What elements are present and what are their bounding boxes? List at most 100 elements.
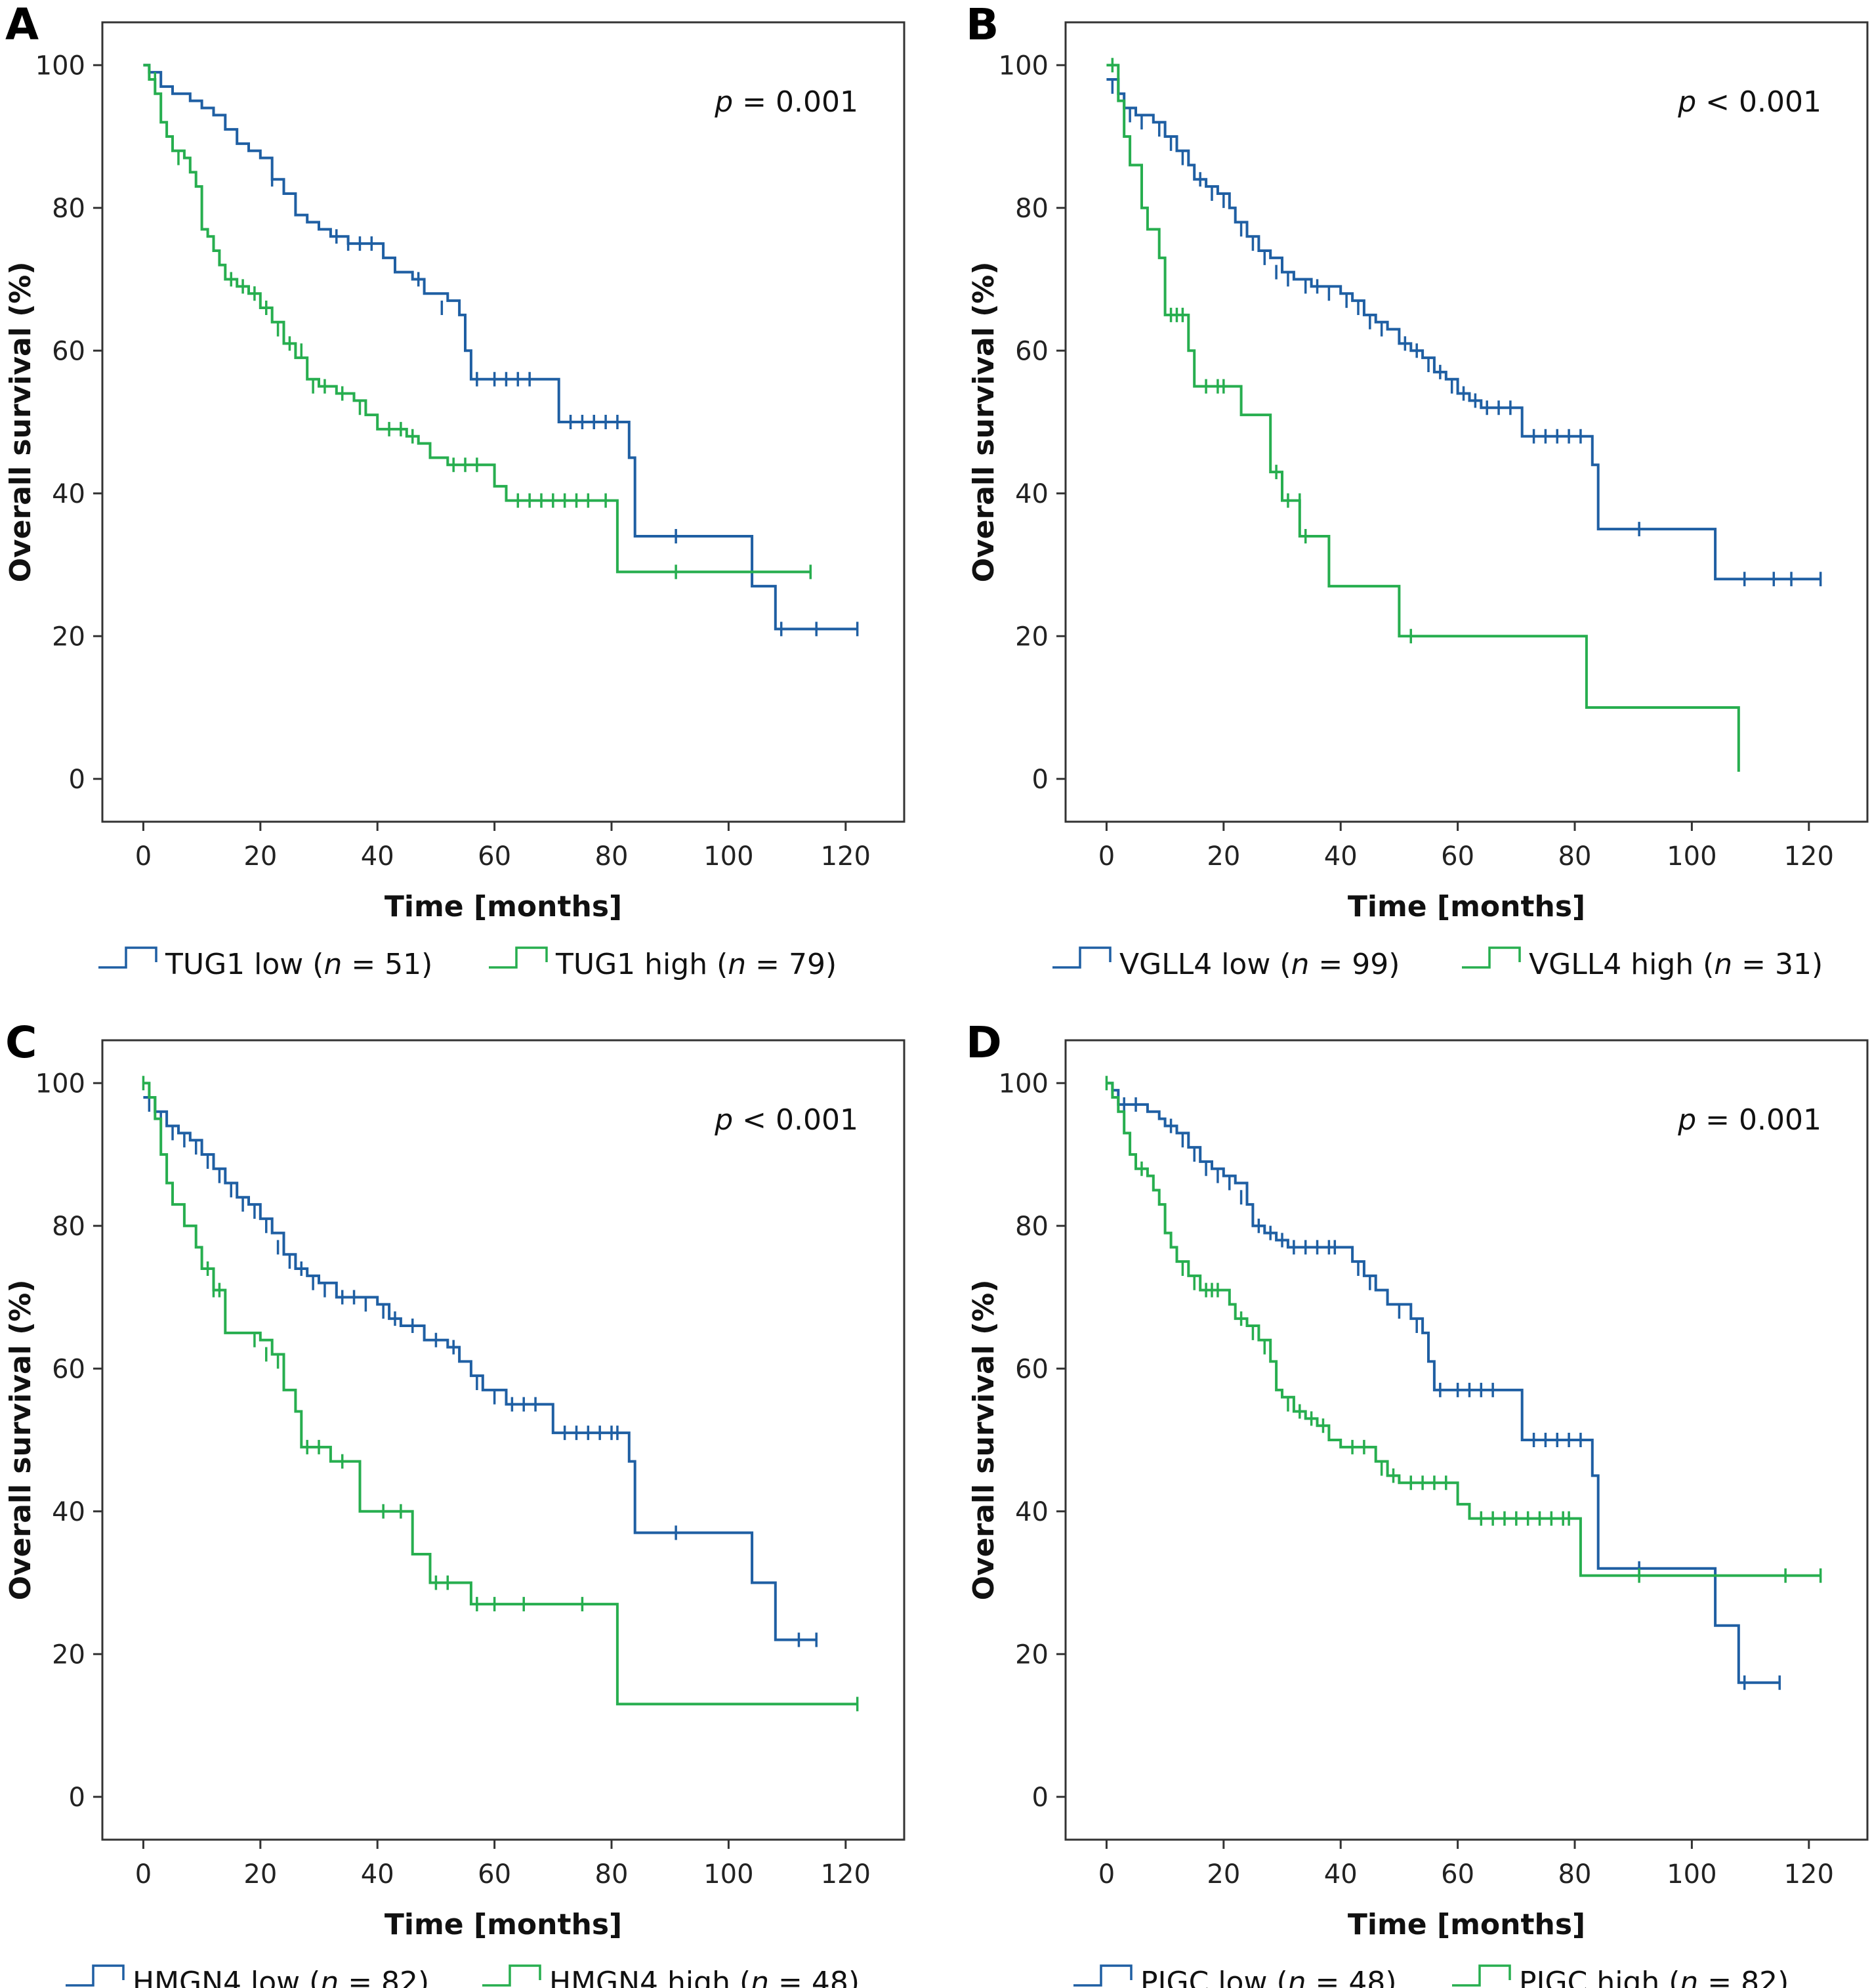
survival-curve-low — [143, 64, 858, 631]
y-tick-label: 100 — [999, 1068, 1049, 1099]
y-tick-label: 0 — [69, 765, 85, 795]
legend-series-name: HMGN4 high — [549, 1966, 730, 1988]
y-tick-label: 40 — [1015, 479, 1049, 509]
y-tick-label: 40 — [1015, 1497, 1049, 1527]
legend-step-icon — [482, 1964, 541, 1987]
x-tick-label: 60 — [478, 841, 511, 872]
p-value-annotation: p = 0.001 — [714, 85, 858, 119]
x-tick-label: 120 — [821, 841, 871, 872]
x-tick-label: 60 — [1441, 1859, 1474, 1890]
legend-n-symbol: n — [320, 1966, 339, 1988]
legend-n-value: = 82 — [339, 1966, 418, 1988]
legend-n-value: = 51 — [342, 948, 421, 981]
y-tick-label: 100 — [999, 51, 1049, 81]
legend-step-icon — [1452, 1964, 1511, 1987]
p-symbol: p — [1677, 1103, 1696, 1137]
y-tick-label: 100 — [35, 51, 85, 81]
plot-frame — [1064, 21, 1869, 823]
legend-n-value: = 31 — [1732, 948, 1812, 981]
legend-step-icon — [98, 946, 157, 969]
x-tick-label: 60 — [478, 1859, 511, 1890]
legend-n-symbol: n — [1291, 948, 1310, 981]
legend-series-name: HMGN4 low — [133, 1966, 300, 1988]
series-high — [1105, 1076, 1822, 1583]
legend-item-low: PIGC low (n = 48) — [1073, 1964, 1397, 1988]
x-tick-label: 20 — [243, 1859, 277, 1890]
panel-letter: C — [5, 1017, 37, 1068]
y-tick-label: 0 — [69, 1783, 85, 1813]
x-axis-label: Time [months] — [385, 890, 622, 923]
x-tick-label: 100 — [1667, 841, 1716, 872]
legend-series-name: TUG1 high — [555, 948, 707, 981]
legend-n-symbol: n — [1288, 1966, 1306, 1988]
legend-step-icon — [66, 1964, 125, 1987]
x-tick-label: 100 — [1667, 1859, 1716, 1890]
legend-open-paren: ( — [707, 948, 728, 981]
panel-c: C 0 20 40 60 80 100 120 0 20 40 60 80 100 Time [months… — [4, 1017, 905, 1988]
legend-close-paren: ) — [421, 948, 432, 981]
y-tick-label: 80 — [52, 1212, 85, 1242]
legend-n-value: = 48 — [769, 1966, 848, 1988]
y-tick-label: 100 — [35, 1068, 85, 1099]
x-tick-label: 0 — [135, 1859, 152, 1890]
legend-label: HMGN4 low (n = 82) — [133, 1966, 429, 1988]
p-symbol: p — [1677, 85, 1696, 119]
survival-curve-low — [1106, 1082, 1780, 1684]
y-tick-label: 60 — [52, 1354, 85, 1384]
legend-close-paren: ) — [848, 1966, 860, 1988]
legend-step-icon — [1462, 946, 1521, 969]
x-tick-label: 0 — [1098, 1859, 1115, 1890]
panel-b: B 0 20 40 60 80 100 120 0 20 40 60 80 100 Time [months… — [966, 0, 1869, 981]
legend-label: PIGC low (n = 48) — [1140, 1966, 1397, 1988]
legend-close-paren: ) — [1385, 1966, 1396, 1988]
legend-open-paren: ( — [1267, 1966, 1287, 1988]
y-axis-label: Overall survival (%) — [4, 1280, 37, 1601]
legend-open-paren: ( — [1694, 948, 1714, 981]
x-tick-label: 20 — [1207, 1859, 1240, 1890]
legend-open-paren: ( — [1270, 948, 1291, 981]
x-tick-label: 40 — [361, 1859, 394, 1890]
survival-curve-high — [1106, 1082, 1821, 1577]
legend-n-value: = 99 — [1309, 948, 1388, 981]
legend-label: TUG1 low (n = 51) — [165, 948, 432, 981]
y-tick-label: 80 — [1015, 1212, 1049, 1242]
survival-curve-high — [1106, 64, 1740, 772]
series-high — [142, 1076, 859, 1712]
panel-letter: A — [5, 0, 39, 50]
x-tick-label: 100 — [703, 1859, 753, 1890]
panel-letter: B — [966, 0, 999, 50]
legend-step-icon — [1052, 946, 1112, 969]
panel-d: D 0 20 40 60 80 100 120 0 20 40 60 80 100 Time [months… — [966, 1017, 1869, 1988]
legend-close-paren: ) — [1388, 948, 1400, 981]
legend-n-value: = 82 — [1698, 1966, 1778, 1988]
y-tick-label: 20 — [52, 622, 85, 652]
plot-frame — [101, 1039, 905, 1841]
series-low — [1106, 1082, 1781, 1690]
x-tick-label: 80 — [1558, 841, 1592, 872]
series-low — [1106, 78, 1822, 587]
plot-frame — [1064, 1039, 1869, 1841]
p-value-text: < 0.001 — [733, 1103, 858, 1137]
legend-item-low: HMGN4 low (n = 82) — [66, 1964, 429, 1988]
y-tick-label: 60 — [1015, 1354, 1049, 1384]
p-value-annotation: p = 0.001 — [1677, 1103, 1821, 1137]
y-tick-label: 20 — [52, 1639, 85, 1670]
x-tick-label: 100 — [703, 841, 753, 872]
legend-series-name: TUG1 low — [165, 948, 303, 981]
x-axis-label: Time [months] — [1348, 890, 1585, 923]
legend-open-paren: ( — [730, 1966, 751, 1988]
legend-close-paren: ) — [418, 1966, 429, 1988]
series-high — [1106, 58, 1740, 772]
y-tick-label: 80 — [52, 194, 85, 224]
legend-series-name: VGLL4 low — [1119, 948, 1270, 981]
legend-series-name: PIGC high — [1519, 1966, 1659, 1988]
x-tick-label: 80 — [1558, 1859, 1592, 1890]
y-tick-label: 80 — [1015, 194, 1049, 224]
p-symbol: p — [714, 85, 733, 119]
legend-n-symbol: n — [323, 948, 342, 981]
survival-curve-high — [143, 64, 811, 574]
survival-curve-low — [143, 1096, 817, 1641]
p-value-annotation: p < 0.001 — [714, 1103, 858, 1137]
series-high — [143, 64, 812, 580]
